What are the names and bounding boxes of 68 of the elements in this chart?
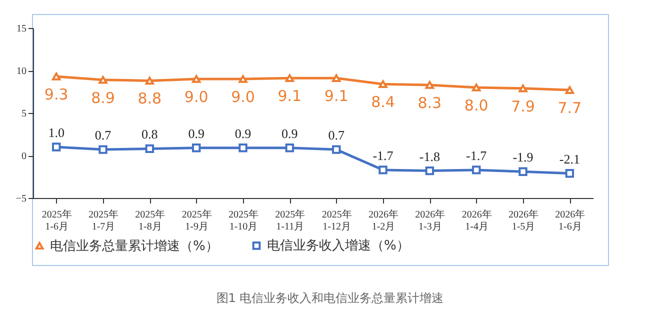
point [145,144,154,154]
data-label: 9.1 [278,87,302,106]
point [98,76,108,84]
data-label: 9.0 [231,88,255,106]
x-tick-label: 2025年 1-8月 [135,208,166,232]
data-label: 9.1 [324,87,348,106]
data-label: -1.7 [372,148,394,163]
data-label: -1.9 [512,150,534,165]
point [285,74,294,82]
point [565,86,574,94]
x-tick-label: 2026年 1-5月 [508,208,538,232]
y-tick-label: 5 [22,108,26,120]
data-label: 0.9 [188,126,204,141]
x-tick-label: 2025年 1-6月 [42,208,72,232]
data-label: 8.0 [464,96,488,114]
point [238,143,248,152]
x-tick-label: 2025年 1-7月 [88,208,118,232]
y-tick-label: −5 [16,194,26,204]
point [285,143,294,152]
point [472,84,481,92]
data-label: 8.4 [371,93,395,112]
point [378,80,388,88]
x-tick-label: 2025年 1-12月 [322,208,352,232]
x-tick-label: 2026年 1-4月 [462,208,492,232]
data-label: 7.7 [558,99,582,118]
data-label: -1.7 [466,148,488,163]
caption: 图1 电信业务收入和电信业务总量累计增速 [215,290,445,307]
point [52,142,61,152]
data-label: 0.8 [142,126,158,142]
data-label: -2.1 [559,151,580,166]
data-label: 7.9 [511,97,535,116]
point [378,166,388,174]
point [145,76,154,85]
x-tick-label: 2026年 1-2月 [368,208,398,232]
point [332,74,341,82]
data-label: 8.8 [138,90,162,108]
point [52,72,61,80]
data-label: 0.9 [234,126,252,141]
point [425,81,434,89]
data-label: 8.9 [91,88,115,107]
point [192,143,201,152]
data-label: 9.0 [184,88,208,106]
point [472,166,481,174]
point [238,75,248,83]
x-tick-label: 2026年 1-6月 [555,208,586,232]
data-label: 1.0 [48,125,64,140]
y-tick-label: 15 [16,24,26,34]
x-tick-label: 2025年 1-9月 [182,208,212,232]
data-label: 0.7 [94,128,112,143]
x-tick-label: 2026年 1-3月 [415,208,446,232]
point [565,168,574,178]
point [332,145,341,154]
data-label: 0.7 [328,128,345,143]
data-label: 9.3 [44,85,68,104]
legend-label: 电信业务总量累计增速（%） [50,238,218,254]
point [518,84,528,92]
x-tick-label: 2025年 1-11月 [275,208,306,232]
point [425,166,434,176]
legend-label: 电信业务收入增速（%） [267,238,410,254]
y-tick-label: 10 [16,66,26,77]
data-label: 0.9 [282,126,298,141]
data-label: 8.3 [418,94,442,112]
point [192,75,201,83]
data-label: -1.8 [419,148,440,164]
point [518,167,528,176]
y-tick-label: 0 [22,151,26,162]
point [98,145,108,154]
x-tick-label: 2025年 1-10月 [228,208,258,232]
